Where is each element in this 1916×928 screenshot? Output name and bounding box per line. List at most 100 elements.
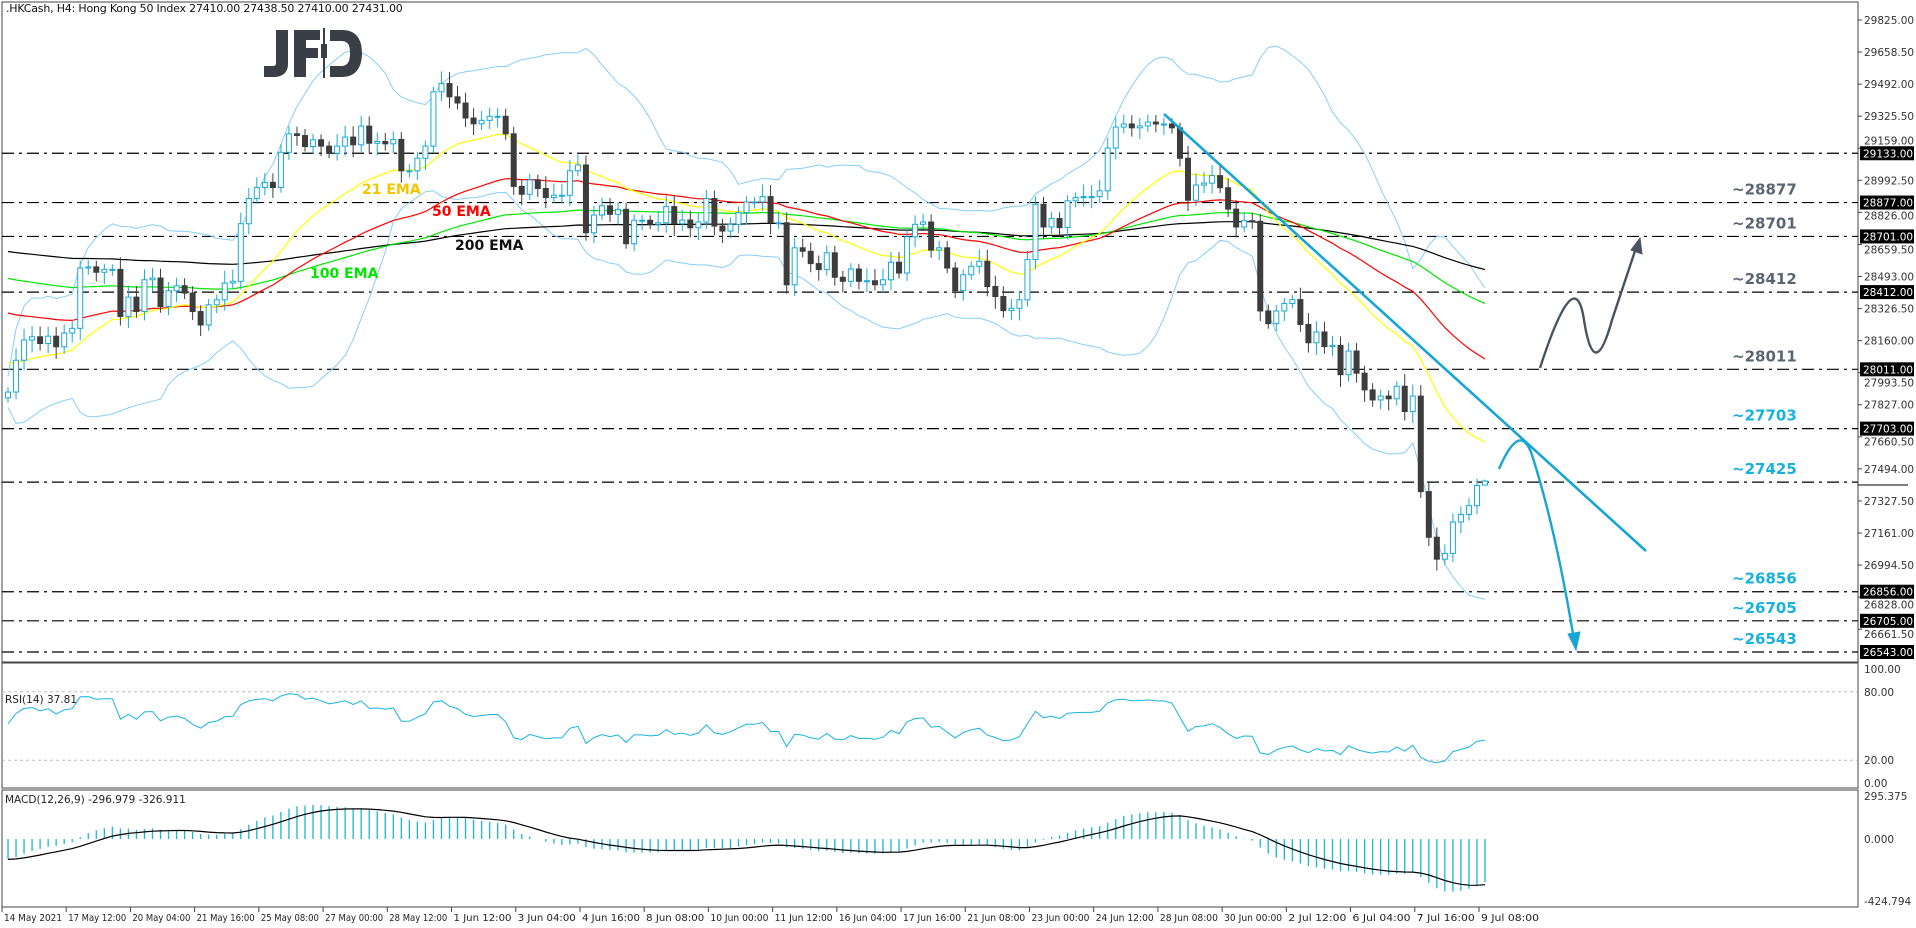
candle-body <box>1297 299 1304 325</box>
candle-body <box>342 136 349 147</box>
candle <box>334 134 341 161</box>
candle <box>1361 365 1368 402</box>
candle <box>414 152 421 181</box>
candle <box>952 262 959 299</box>
candle <box>213 294 220 314</box>
candle-body <box>759 196 766 203</box>
candle <box>53 327 60 359</box>
macd-panel-frame <box>1 789 1859 908</box>
candle-body <box>823 252 830 271</box>
candle-body <box>976 260 983 267</box>
bollinger-lower-band <box>7 190 1486 600</box>
y-tick-label: 29658.50 <box>1864 47 1914 59</box>
candle <box>1024 251 1031 307</box>
candle-body <box>1449 521 1456 554</box>
candle <box>277 144 284 193</box>
candle-body <box>350 136 357 146</box>
candle <box>438 71 445 101</box>
candle <box>45 326 52 354</box>
candle-body <box>1201 182 1208 186</box>
candle-body <box>1176 127 1183 159</box>
candle <box>671 195 678 237</box>
candle-body <box>1136 125 1143 129</box>
candle-body <box>1193 184 1200 201</box>
candle <box>149 268 156 292</box>
candle <box>1128 115 1135 137</box>
candle <box>165 282 172 316</box>
candle <box>647 215 654 230</box>
candle-body <box>1056 218 1063 229</box>
candle-body <box>302 135 309 148</box>
candle-body <box>285 133 292 153</box>
candle-body <box>952 267 959 292</box>
candle-body <box>1321 331 1328 348</box>
level-price-tag <box>1860 584 1914 599</box>
y-tick-label: 27827.00 <box>1864 400 1914 412</box>
candle <box>61 324 68 354</box>
x-tick-label: 6 Jul 04:00 <box>1353 913 1411 924</box>
candle <box>735 206 742 234</box>
candle <box>1281 298 1288 321</box>
candle <box>101 263 108 285</box>
candle <box>173 277 180 302</box>
candle-body <box>518 185 525 195</box>
candle <box>590 206 597 244</box>
candle <box>1305 313 1312 353</box>
candle-body <box>799 247 806 252</box>
candle-body <box>1457 514 1464 523</box>
descending-trendline[interactable] <box>1163 113 1647 552</box>
level-label: ~26543 <box>1732 630 1797 648</box>
candle <box>855 263 862 290</box>
x-tick-label: 4 Jun 16:00 <box>582 913 640 924</box>
candle <box>623 202 630 249</box>
candle <box>1345 342 1352 382</box>
candle <box>1241 212 1248 233</box>
candle <box>767 185 774 235</box>
candle-body <box>590 214 597 234</box>
x-tick-label: 16 Jun 04:00 <box>839 913 897 924</box>
candle-body <box>663 206 670 224</box>
level-price-tag <box>1860 362 1914 377</box>
level-price-tag-text: 28412.00 <box>1863 287 1913 299</box>
candle-body <box>1409 395 1416 412</box>
candle-body <box>1096 190 1103 198</box>
candle <box>350 126 357 158</box>
candle-body <box>165 290 172 308</box>
candle-body <box>839 276 846 282</box>
candle-body <box>1168 123 1175 129</box>
candle <box>751 196 758 209</box>
candle-body <box>968 265 975 276</box>
x-tick-label: 17 May 12:00 <box>68 913 126 924</box>
candle <box>896 252 903 279</box>
candle-body <box>1353 350 1360 374</box>
candle-body <box>863 280 870 283</box>
candle <box>960 269 967 301</box>
candle-body <box>318 139 325 147</box>
candle-body <box>101 268 108 273</box>
candle <box>984 249 991 297</box>
macd-label: MACD(12,26,9) -296.979 -326.911 <box>5 794 186 806</box>
candle-body <box>944 247 951 269</box>
candle <box>1104 137 1111 200</box>
candle-body <box>920 221 927 225</box>
candle <box>1201 171 1208 194</box>
candle <box>390 131 397 154</box>
candle <box>205 299 212 331</box>
candle <box>542 176 549 209</box>
arrow-head-icon <box>1567 631 1581 652</box>
candle-body <box>671 206 678 225</box>
y-tick-label: 28493.00 <box>1864 271 1914 283</box>
candle-body <box>454 96 461 104</box>
candle <box>695 212 702 240</box>
rsi-panel-frame <box>1 662 1859 789</box>
x-tick-label: 10 Jun 00:00 <box>710 913 768 924</box>
candle-body <box>173 285 180 292</box>
candle-body <box>398 138 405 172</box>
candle <box>783 212 790 294</box>
candle-body <box>1361 372 1368 391</box>
candle <box>1425 481 1432 547</box>
rsi-tick-label: 20.00 <box>1864 755 1894 767</box>
macd-tick-label: -424.794 <box>1864 896 1912 908</box>
candle <box>446 71 453 109</box>
